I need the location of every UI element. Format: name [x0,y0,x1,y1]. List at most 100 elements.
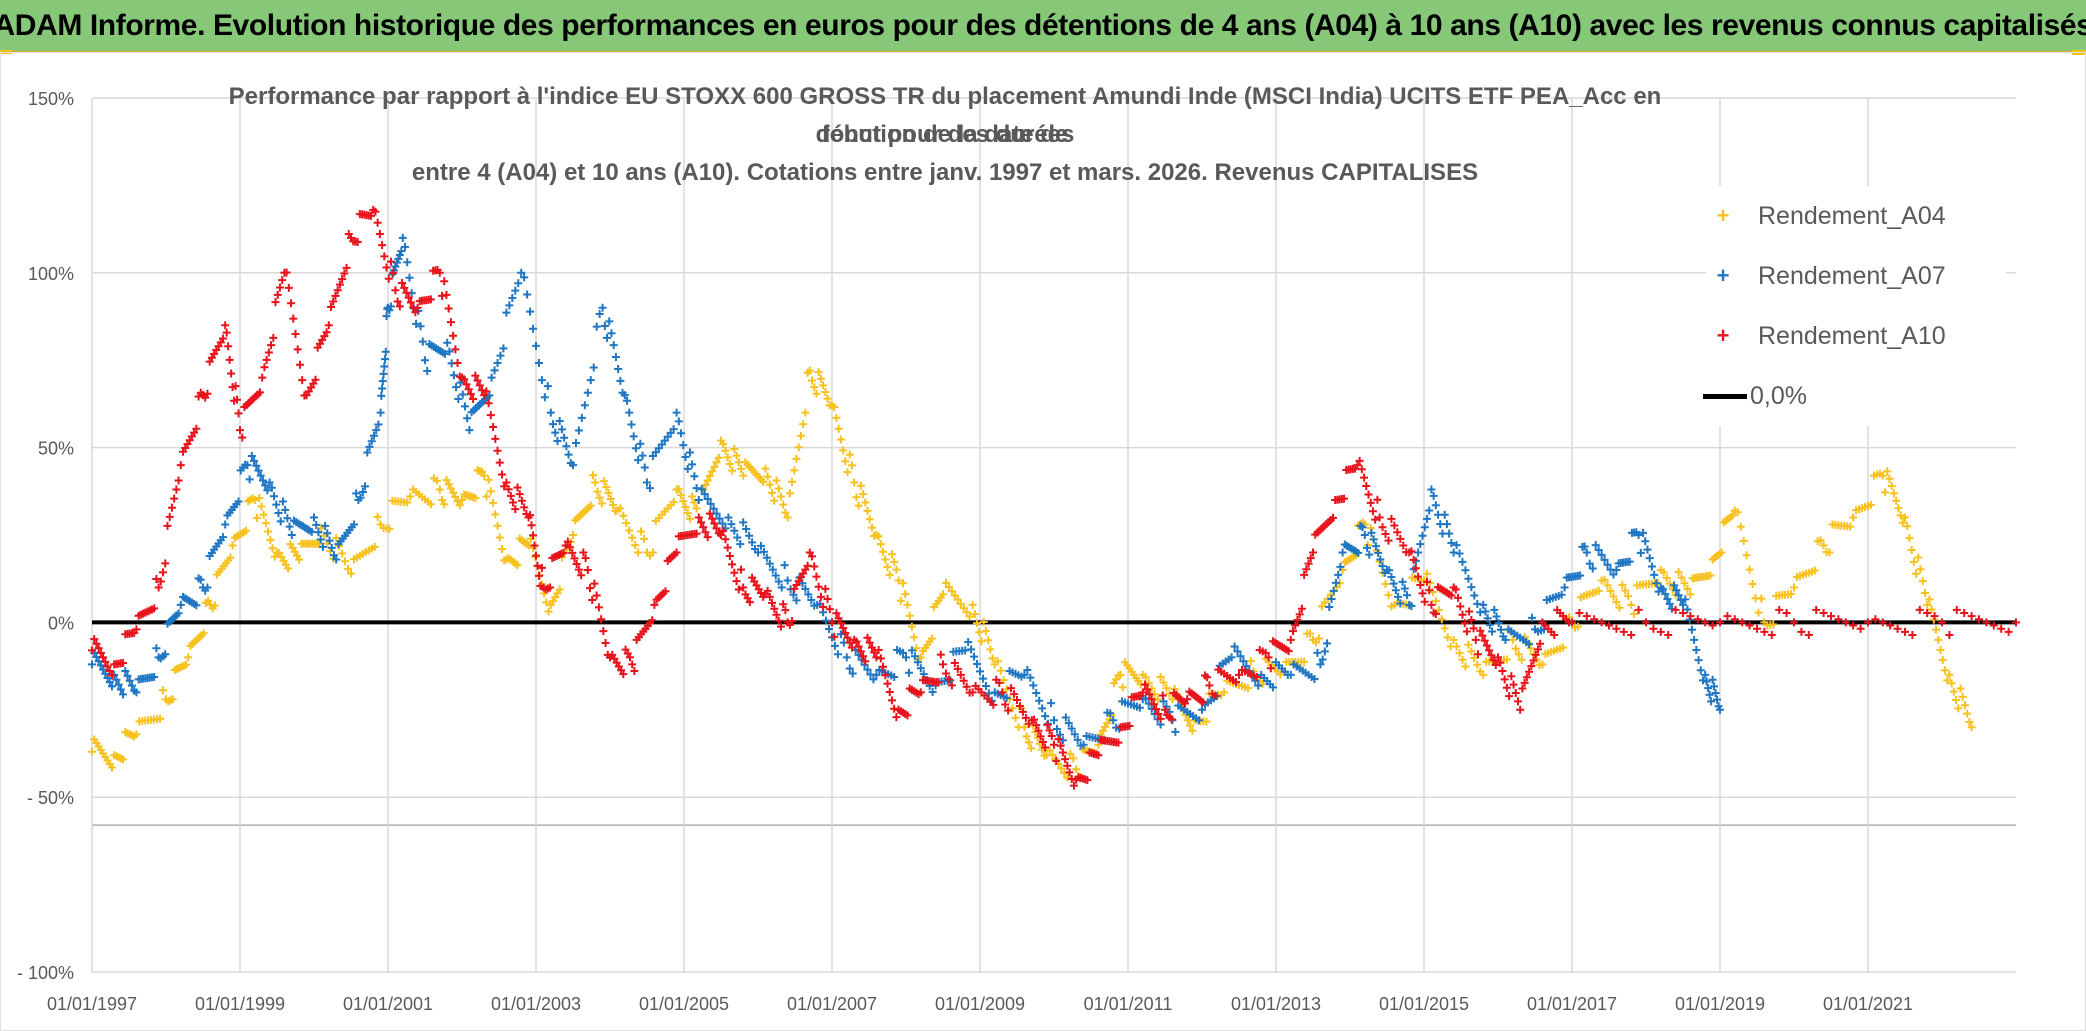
data-point [970,652,979,661]
data-point [608,500,617,509]
data-point [384,274,393,283]
data-point [161,559,170,568]
chart-legend: + Rendement_A04 + Rendement_A07 + Rendem… [1703,186,2006,426]
data-point [446,484,455,493]
data-point [154,583,163,592]
data-point [460,375,469,384]
data-point [1967,612,1976,621]
data-point [569,531,577,539]
data-point [1686,590,1695,599]
data-point [1452,642,1461,651]
data-point [161,650,170,659]
data-point [941,578,950,587]
chart-title-line-2: début pour des durées [815,121,1075,148]
data-point [94,644,103,653]
data-point [1485,620,1494,629]
data-point [1297,604,1306,613]
data-point [593,487,602,496]
data-point [719,440,728,449]
data-point [701,481,710,490]
data-point [879,547,888,556]
data-point [848,669,857,678]
data-point [1496,658,1505,667]
data-point [1797,627,1806,636]
data-point [1154,709,1163,718]
data-point [105,678,114,687]
data-point [1429,491,1438,500]
data-point [435,268,444,277]
data-point [1742,551,1751,560]
data-point [366,211,375,220]
data-point [287,531,296,539]
data-point [1310,675,1319,684]
data-point [807,596,816,605]
data-point [770,604,779,613]
legend-label: Rendement_A10 [1758,321,1946,350]
data-point [1612,624,1621,633]
data-point [1306,629,1315,638]
data-point [250,496,259,505]
data-point [1159,678,1168,687]
data-point [885,687,894,696]
data-point [1481,607,1490,616]
data-point [812,572,821,581]
data-point [1609,570,1618,579]
data-point [373,218,382,227]
data-point [361,482,370,491]
data-point [1514,650,1523,659]
data-point [318,542,327,551]
data-point [916,688,925,697]
x-axis-ticks: 01/01/1997 01/01/1999 01/01/2001 01/01/2003… [47,994,1913,1014]
data-point [1041,712,1050,721]
data-point [520,273,529,282]
data-point [1894,504,1903,513]
data-point [1696,666,1705,675]
data-point [267,483,276,492]
data-point [1559,643,1568,652]
legend-item-a10: + Rendement_A10 [1706,306,2006,366]
data-point [1952,696,1961,705]
data-point [491,510,500,519]
data-point [1782,608,1791,617]
data-point [1284,647,1293,656]
data-point [1663,594,1672,603]
data-point [1967,723,1976,732]
data-point [1716,705,1724,714]
data-point [977,637,986,646]
data-point [1856,624,1865,633]
data-point [386,302,395,311]
data-point [88,660,96,669]
data-point [1411,564,1420,573]
data-point [324,321,333,330]
data-point [1816,536,1825,545]
data-point [640,463,649,472]
y-tick-label: 50% [38,439,74,459]
data-point [1355,456,1364,465]
data-point [1639,528,1648,537]
data-point [759,477,768,486]
data-point [323,529,332,538]
data-point [1594,586,1603,595]
data-point [808,552,817,561]
data-point [1452,541,1461,550]
data-point [967,645,976,654]
data-point [127,681,136,690]
data-point [1416,580,1425,589]
data-point [1849,513,1858,522]
data-point [1834,615,1843,624]
data-point [719,526,728,535]
data-point [1668,585,1677,594]
data-point [583,565,592,574]
data-point [1517,655,1526,664]
data-point [1461,566,1470,575]
data-point [1447,539,1456,548]
data-point [1371,542,1380,551]
data-point [763,472,772,481]
data-point [373,512,382,521]
data-point [1467,615,1476,624]
data-point [847,643,856,652]
data-point [1674,591,1683,600]
data-point [493,521,502,530]
data-point [950,591,959,600]
data-point [534,571,543,580]
